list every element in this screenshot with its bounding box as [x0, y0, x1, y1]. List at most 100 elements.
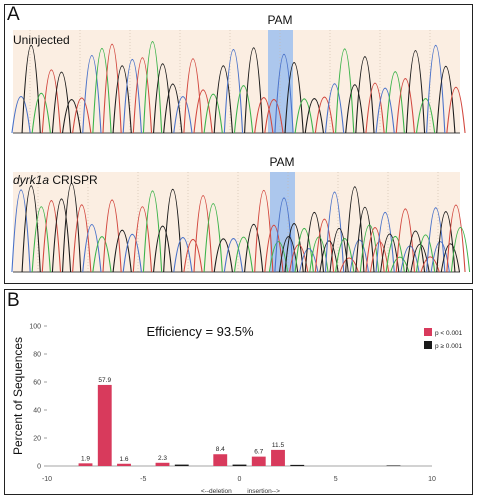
trace-peak — [365, 82, 385, 134]
trace-peak — [304, 212, 325, 273]
trace-peak — [122, 59, 142, 134]
legend-swatch — [424, 341, 432, 349]
trace-peak — [51, 71, 72, 134]
trace-peak-secondary — [359, 224, 380, 273]
insertion-direction-label: insertion--> — [247, 488, 280, 495]
trace-peak — [345, 186, 365, 273]
trace-peak — [102, 43, 122, 134]
trace-peak — [264, 224, 284, 273]
trace-peak — [233, 85, 254, 134]
y-tick-label: 40 — [33, 408, 41, 415]
trace-peak — [405, 230, 426, 273]
indel-bar — [386, 465, 401, 466]
trace-peak — [375, 212, 395, 273]
trace-peak — [203, 93, 223, 134]
trace-peak — [21, 44, 41, 134]
indel-bar — [78, 463, 93, 466]
trace-peak — [426, 207, 446, 273]
indel-bar — [174, 464, 189, 466]
y-tick-label: 60 — [33, 380, 41, 387]
trace-peak — [244, 223, 264, 273]
trace-peak — [213, 238, 233, 273]
y-tick-label: 20 — [33, 436, 41, 443]
trace-peak — [446, 204, 466, 273]
trace-peak-secondary — [339, 257, 359, 273]
trace-peak — [31, 93, 51, 134]
trace-peak — [244, 47, 264, 134]
trace-peak — [446, 86, 466, 134]
bar-value-label: 1.9 — [81, 455, 90, 462]
trace-peak — [31, 206, 51, 273]
y-axis-label: Percent of Sequences — [11, 337, 25, 455]
y-tick-label: 0 — [37, 464, 41, 471]
trace-peak — [304, 98, 325, 134]
panel-b-letter: B — [7, 290, 20, 311]
trace-peak — [61, 99, 82, 134]
trace-peak — [132, 206, 153, 273]
trace-peak — [284, 223, 304, 273]
bar-value-label: 11.5 — [272, 442, 285, 449]
trace-peak — [41, 69, 62, 134]
x-tick-label: -10 — [42, 476, 52, 483]
trace-peak — [72, 97, 92, 134]
trace-peak — [92, 47, 112, 134]
trace-peak — [82, 223, 102, 273]
trace-peak — [112, 65, 132, 134]
indel-bar — [251, 456, 266, 466]
trace-peak — [193, 195, 213, 273]
trace-peak — [294, 98, 314, 134]
trace-peak — [274, 197, 294, 273]
bar-value-label: 8.4 — [216, 446, 225, 453]
x-tick-label: 5 — [334, 476, 338, 483]
trace-peak — [436, 211, 456, 273]
trace-peak-secondary — [369, 241, 390, 273]
legend-label: p < 0.001 — [435, 330, 463, 337]
trace-peak — [72, 204, 92, 273]
trace-peak — [223, 49, 244, 134]
trace-peak — [61, 182, 82, 273]
trace-peak-secondary — [420, 256, 440, 273]
trace-peak — [385, 71, 405, 134]
trace-peak — [142, 41, 163, 134]
legend-label: p ≥ 0.001 — [435, 343, 462, 350]
trace-peak — [163, 188, 183, 273]
trace-peak — [436, 65, 456, 134]
bar-value-label: 1.6 — [119, 456, 128, 463]
trace-peak — [183, 238, 203, 273]
trace-peak — [112, 230, 132, 273]
trace-peak — [274, 54, 294, 134]
y-tick-label: 100 — [29, 324, 41, 331]
trace-peak — [41, 200, 62, 273]
indel-bar — [97, 384, 112, 466]
trace-peak — [233, 236, 254, 273]
trace-peak — [294, 227, 314, 273]
panel-b-indel-chart — [4, 289, 473, 495]
trace-peak — [213, 65, 233, 134]
bar-value-label: 6.7 — [254, 449, 263, 456]
trace-peak — [163, 83, 183, 134]
indel-bar — [155, 462, 170, 466]
indel-bar — [232, 464, 247, 466]
trace-peak — [51, 198, 72, 273]
trace-peak — [173, 96, 193, 134]
trace-peak — [11, 189, 31, 273]
deletion-direction-label: <--deletion — [201, 488, 232, 495]
pam-highlight — [270, 172, 295, 272]
trace-peak — [415, 97, 436, 134]
x-tick-label: -5 — [140, 476, 146, 483]
trace-peak — [426, 44, 446, 134]
legend-swatch — [424, 328, 432, 336]
y-tick-label: 80 — [33, 352, 41, 359]
trace-peak — [254, 190, 274, 273]
trace-peak-secondary — [349, 239, 369, 273]
trace-peak — [264, 98, 284, 134]
trace-peak-secondary — [450, 226, 471, 273]
trace-peak — [395, 78, 416, 134]
trace-peak — [375, 87, 395, 134]
trace-peak-secondary — [319, 240, 339, 273]
chromatogram-track-2: PAM — [11, 155, 471, 273]
indel-bar — [213, 454, 228, 466]
indel-bar — [271, 449, 285, 466]
x-tick-label: 10 — [428, 476, 436, 483]
